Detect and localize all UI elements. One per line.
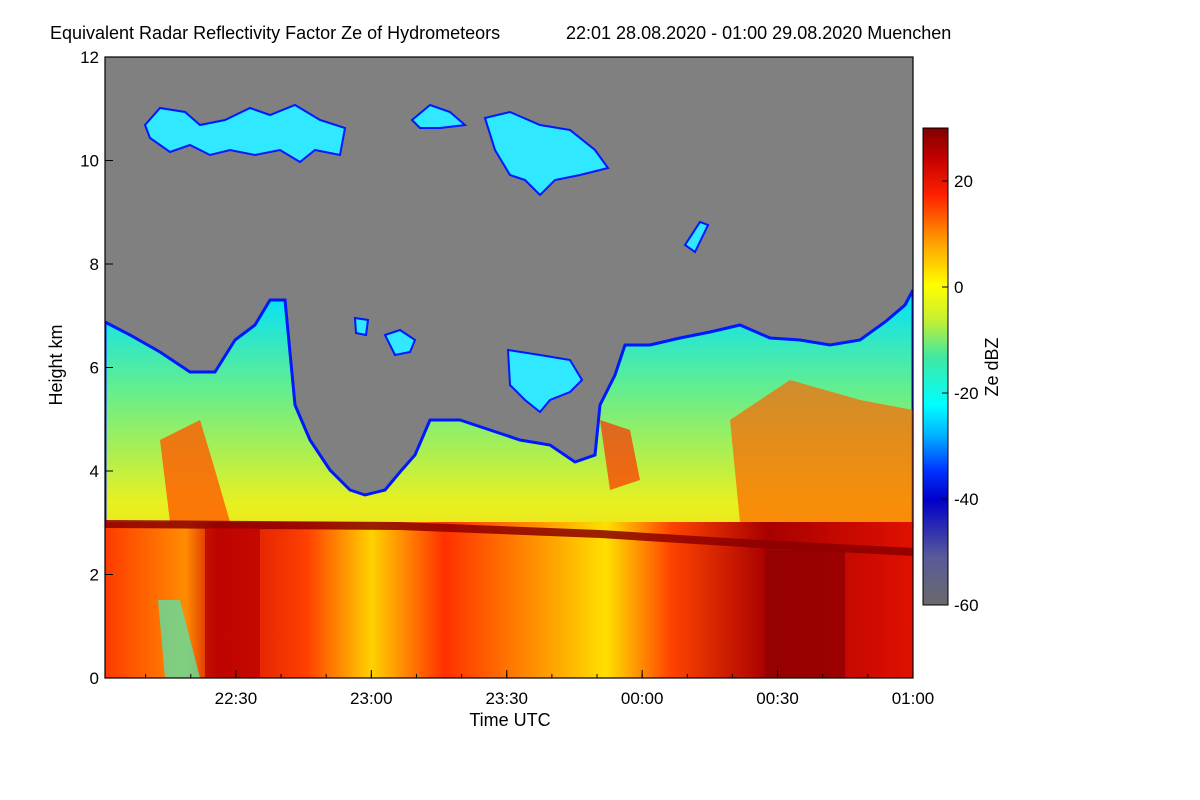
fragment-cloud xyxy=(683,220,710,254)
y-tick-label: 8 xyxy=(90,255,99,274)
heavy-rain-column-2 xyxy=(765,550,845,678)
y-axis-label: Height km xyxy=(46,324,66,405)
x-tick-label: 23:00 xyxy=(350,689,393,708)
melting-layer xyxy=(105,520,913,556)
y-tick-label: 2 xyxy=(90,566,99,585)
cirrus-cloud-1 xyxy=(143,103,347,164)
x-tick-label: 01:00 xyxy=(892,689,935,708)
colorbar-label: Ze dBZ xyxy=(982,337,1002,396)
y-tick-label: 4 xyxy=(90,462,99,481)
colorbar-tick-label: -40 xyxy=(954,490,979,509)
mid-cloud-2 xyxy=(383,328,417,357)
y-tick-label: 12 xyxy=(80,48,99,67)
colorbar-ticks: 20 0 -20 -40 -60 xyxy=(942,172,979,615)
x-tick-label: 00:30 xyxy=(756,689,799,708)
x-tick-label: 23:30 xyxy=(485,689,528,708)
echo-core-3 xyxy=(600,420,640,490)
light-rain-streak xyxy=(158,600,200,678)
y-tick-label: 0 xyxy=(90,669,99,688)
heavy-rain-column-1 xyxy=(205,528,260,678)
y-tick-label: 10 xyxy=(80,152,99,171)
colorbar xyxy=(922,127,949,606)
x-tick-label: 00:00 xyxy=(621,689,664,708)
x-axis-label: Time UTC xyxy=(469,710,550,730)
y-axis: 0 2 4 6 8 10 12 xyxy=(80,48,113,688)
echo-core-1 xyxy=(160,420,230,522)
x-tick-label: 22:30 xyxy=(215,689,258,708)
mid-cloud-1 xyxy=(506,348,584,414)
cirrus-cloud-3 xyxy=(410,103,468,129)
chart-title: Equivalent Radar Reflectivity Factor Ze … xyxy=(50,23,500,43)
x-axis: 22:30 23:00 23:30 00:00 00:30 01:00 xyxy=(145,670,935,708)
colorbar-tick-label: -60 xyxy=(954,596,979,615)
y-tick-label: 6 xyxy=(90,359,99,378)
plot-area xyxy=(105,57,913,678)
echo-core-2 xyxy=(730,380,913,522)
chart-time-range: 22:01 28.08.2020 - 01:00 29.08.2020 Muen… xyxy=(566,23,951,43)
cirrus-cloud-2 xyxy=(483,110,610,197)
colorbar-tick-label: -20 xyxy=(954,384,979,403)
colorbar-tick-label: 20 xyxy=(954,172,973,191)
colorbar-tick-label: 0 xyxy=(954,278,963,297)
mid-cloud-3 xyxy=(353,316,370,337)
